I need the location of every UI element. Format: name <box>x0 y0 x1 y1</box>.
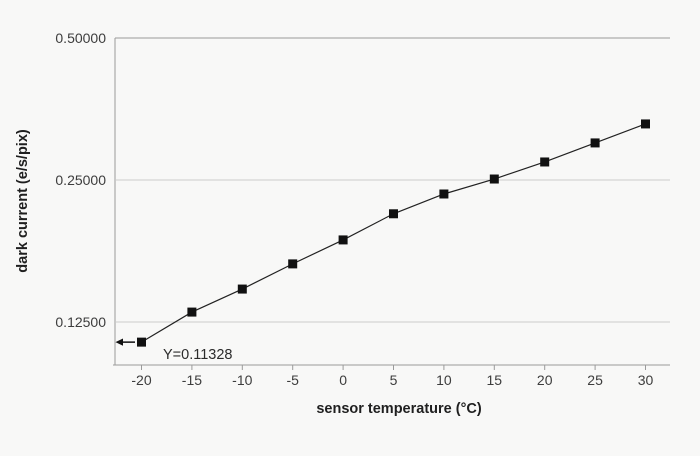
data-point-marker <box>540 157 550 167</box>
data-point-marker <box>137 337 146 347</box>
data-point-marker <box>489 174 499 184</box>
data-point-marker <box>641 119 650 129</box>
x-tick-label: -15 <box>182 372 202 388</box>
data-point-marker <box>389 209 398 219</box>
x-tick-label: -5 <box>286 372 299 388</box>
x-tick-label: 5 <box>390 372 398 388</box>
x-tick-label: -10 <box>232 372 252 388</box>
y-tick-label: 0.12500 <box>55 314 106 330</box>
y-axis-title: dark current (e/s/pix) <box>15 129 31 273</box>
y-tick-label: 0.50000 <box>55 30 106 46</box>
data-point-marker <box>338 235 348 245</box>
data-point-marker <box>288 259 298 269</box>
x-tick-label: 15 <box>487 372 503 388</box>
data-point-marker <box>237 284 247 294</box>
x-tick-label: 30 <box>638 372 654 388</box>
x-tick-label: 10 <box>436 372 452 388</box>
data-point-marker <box>439 189 449 199</box>
annotation-text: Y=0.11328 <box>163 347 232 363</box>
data-point-marker <box>590 138 600 148</box>
annotation-arrow-head <box>115 338 123 346</box>
plot-area: -20 -15 -10 -5 0 5 10 15 20 25 30 0.50000 0.25000 0.1… <box>55 30 670 388</box>
series-line <box>141 123 646 343</box>
data-point-marker <box>187 307 197 317</box>
x-tick-label: 20 <box>537 372 553 388</box>
x-axis-title: sensor temperature (°C) <box>316 401 482 417</box>
x-tick-label: 0 <box>339 372 347 388</box>
y-tick-label: 0.25000 <box>55 172 106 188</box>
x-tick-label: -20 <box>131 372 151 388</box>
x-tick-label: 25 <box>587 372 603 388</box>
